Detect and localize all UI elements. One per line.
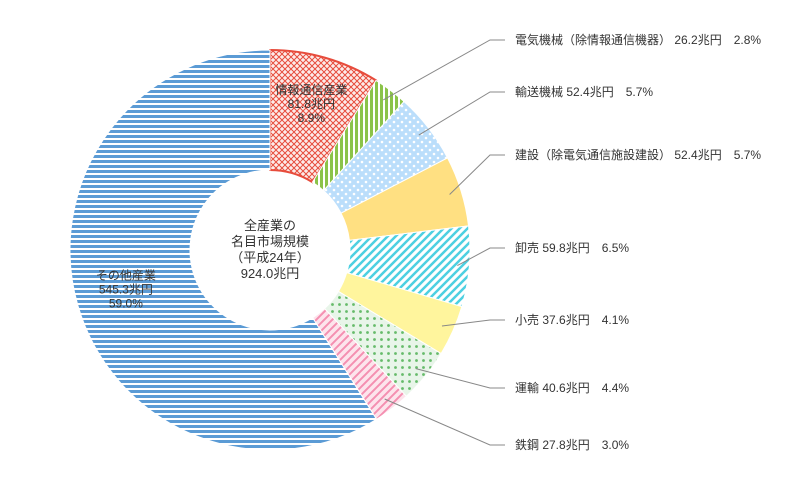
slice-label-1: 電気機械（除情報通信機器） 26.2兆円 2.8%: [515, 32, 761, 47]
slice-label-7: 鉄鋼 27.8兆円 3.0%: [515, 437, 629, 452]
slice-label-2: 輸送機械 52.4兆円 5.7%: [515, 84, 653, 99]
donut-chart: 情報通信産業81.8兆円8.9%電気機械（除情報通信機器） 26.2兆円 2.8…: [0, 0, 810, 500]
leader-2: [419, 92, 505, 135]
leader-1: [383, 40, 505, 100]
slice-label-4: 卸売 59.8兆円 6.5%: [515, 240, 629, 255]
slice-label-3: 建設（除電気通信施設建設） 52.4兆円 5.7%: [515, 147, 761, 162]
center-title: 全産業の名目市場規模（平成24年）924.0兆円: [230, 218, 309, 281]
leader-7: [385, 399, 505, 445]
slice-label-6: 運輸 40.6兆円 4.4%: [515, 380, 629, 395]
slice-label-5: 小売 37.6兆円 4.1%: [515, 312, 629, 327]
